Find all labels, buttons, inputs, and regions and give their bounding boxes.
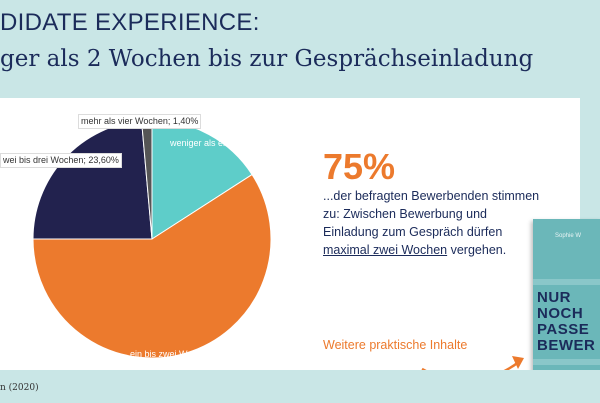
page-title: DIDATE EXPERIENCE: bbox=[0, 9, 260, 36]
highlight-underlined: maximal zwei Wochen bbox=[323, 243, 448, 257]
more-content-link[interactable]: Weitere praktische Inhalte bbox=[323, 338, 468, 352]
source-note: n (2020) bbox=[0, 383, 39, 393]
content-panel: weniger als eine Woche; 15,90% ein bis z… bbox=[0, 98, 580, 370]
header-band: DIDATE EXPERIENCE: ger als 2 Wochen bis … bbox=[0, 0, 600, 92]
slice-label-1: weniger als eine Woche; 15,90% bbox=[170, 138, 301, 148]
book-title-line-3: PASSE bbox=[537, 321, 590, 338]
highlight-text-2: vergehen. bbox=[447, 243, 507, 257]
slice-label-4: mehr als vier Wochen; 1,40% bbox=[78, 114, 202, 129]
highlight-percent: 75% bbox=[323, 146, 396, 187]
highlight-description: ...der befragten Bewerbenden stimmen zu:… bbox=[323, 187, 543, 259]
pie-slice-3 bbox=[32, 119, 153, 240]
book-stripe-bottom bbox=[533, 359, 600, 365]
book-cover-image[interactable]: Sophie W NUR NOCH PASSE BEWER bbox=[533, 219, 600, 379]
slice-label-2: ein bis zwei Wochen; 59,10% bbox=[130, 349, 248, 359]
page-subtitle: ger als 2 Wochen bis zur Gesprächseinlad… bbox=[0, 46, 534, 72]
highlight-text-1: ...der befragten Bewerbenden stimmen zu:… bbox=[323, 189, 540, 239]
book-title-line-2: NOCH bbox=[537, 305, 584, 322]
book-stripe bbox=[533, 279, 600, 285]
book-author: Sophie W bbox=[555, 233, 582, 239]
pie-slice-2 bbox=[32, 173, 272, 359]
slice-label-3: wei bis drei Wochen; 23,60% bbox=[0, 153, 122, 168]
book-title-line-1: NUR bbox=[537, 289, 571, 306]
book-title-line-4: BEWER bbox=[537, 337, 596, 354]
footer-band bbox=[0, 370, 600, 403]
pie-chart bbox=[32, 119, 272, 359]
